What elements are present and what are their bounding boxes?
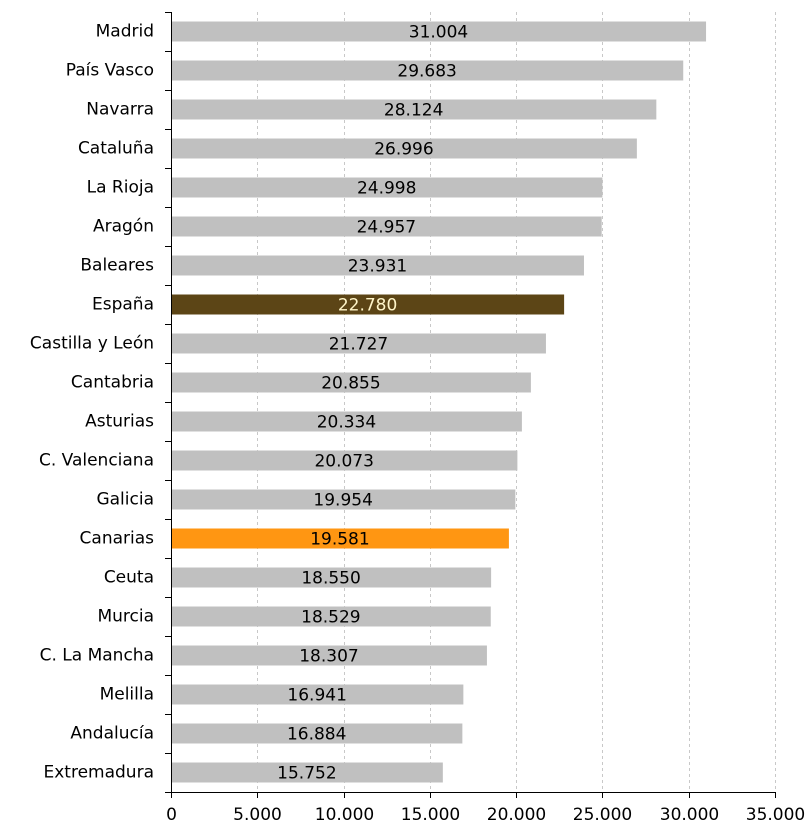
data-label: 20.073	[314, 452, 373, 472]
category-label: Asturias	[85, 412, 154, 432]
category-label: Ceuta	[104, 568, 154, 588]
bar-andalucia	[171, 723, 463, 744]
category-label: Navarra	[86, 100, 154, 120]
category-label: Extremadura	[44, 763, 155, 783]
category-label: País Vasco	[66, 61, 154, 81]
bar-murcia	[171, 606, 491, 627]
bar-cataluna	[171, 138, 637, 159]
data-label: 19.954	[313, 491, 372, 511]
category-label: Andalucía	[70, 724, 154, 744]
bar-ceuta	[171, 567, 492, 588]
data-label: 22.780	[338, 296, 397, 316]
data-label: 24.957	[357, 218, 416, 238]
bar-c-valenciana	[171, 450, 518, 471]
bar-galicia	[171, 489, 516, 510]
data-label: 21.727	[329, 335, 388, 355]
data-label: 18.307	[299, 647, 358, 667]
category-label: Canarias	[80, 529, 155, 549]
data-label: 16.884	[287, 725, 346, 745]
data-label: 18.550	[301, 569, 360, 589]
category-label: España	[92, 295, 154, 315]
data-labels: 31.004 29.683 28.124 26.996 24.998 24.957 23.9…	[277, 23, 468, 784]
bar-aragon	[171, 216, 602, 237]
bar-c-la-mancha	[171, 645, 487, 666]
category-labels: Madrid País Vasco Navarra Cataluña La Rioja A…	[30, 22, 154, 783]
data-label: 23.931	[348, 257, 407, 277]
x-tick-label: 5.000	[233, 805, 282, 825]
category-label: Galicia	[96, 490, 154, 510]
bar-baleares	[171, 255, 584, 276]
grid-lines	[257, 12, 776, 792]
data-label: 29.683	[397, 62, 456, 82]
data-label: 20.334	[317, 413, 376, 433]
category-label: Aragón	[93, 217, 154, 237]
category-label: Cataluña	[78, 139, 154, 159]
bars	[171, 21, 707, 783]
data-label: 28.124	[384, 101, 443, 121]
data-label: 15.752	[277, 764, 336, 784]
x-tick-label: 10.000	[315, 805, 374, 825]
x-tick-label: 35.000	[746, 805, 805, 825]
bar-la-rioja	[171, 177, 603, 198]
data-label: 26.996	[374, 140, 433, 160]
data-label: 19.581	[310, 530, 369, 550]
category-label: Melilla	[100, 685, 154, 705]
bar-pais-vasco	[171, 60, 684, 81]
bar-castilla-y-leon	[171, 333, 546, 354]
x-tick-label: 30.000	[660, 805, 719, 825]
x-tick-label: 20.000	[487, 805, 546, 825]
category-label: La Rioja	[87, 178, 154, 198]
bar-extremadura	[171, 762, 443, 783]
data-label: 31.004	[409, 23, 468, 43]
category-label: Madrid	[96, 22, 154, 42]
bar-espana	[171, 294, 565, 315]
category-label: Baleares	[80, 256, 154, 276]
category-label: Castilla y León	[30, 334, 154, 354]
bar-cantabria	[171, 372, 531, 393]
category-label: C. La Mancha	[40, 646, 154, 666]
x-tick-label: 15.000	[401, 805, 460, 825]
data-label: 16.941	[287, 686, 346, 706]
data-label: 20.855	[321, 374, 380, 394]
x-tick-label: 25.000	[573, 805, 632, 825]
category-label: C. Valenciana	[39, 451, 154, 471]
x-tick-label: 0	[166, 805, 177, 825]
bar-asturias	[171, 411, 522, 432]
category-label: Murcia	[97, 607, 154, 627]
data-label: 24.998	[357, 179, 416, 199]
bar-navarra	[171, 99, 657, 120]
data-label: 18.529	[301, 608, 360, 628]
bar-madrid	[171, 21, 707, 42]
category-label: Cantabria	[71, 373, 154, 393]
bar-melilla	[171, 684, 464, 705]
bar-canarias	[171, 528, 509, 549]
x-tick-labels: 0 5.000 10.000 15.000 20.000 25.000 30.000 35.0…	[166, 805, 805, 825]
axes	[165, 12, 776, 798]
